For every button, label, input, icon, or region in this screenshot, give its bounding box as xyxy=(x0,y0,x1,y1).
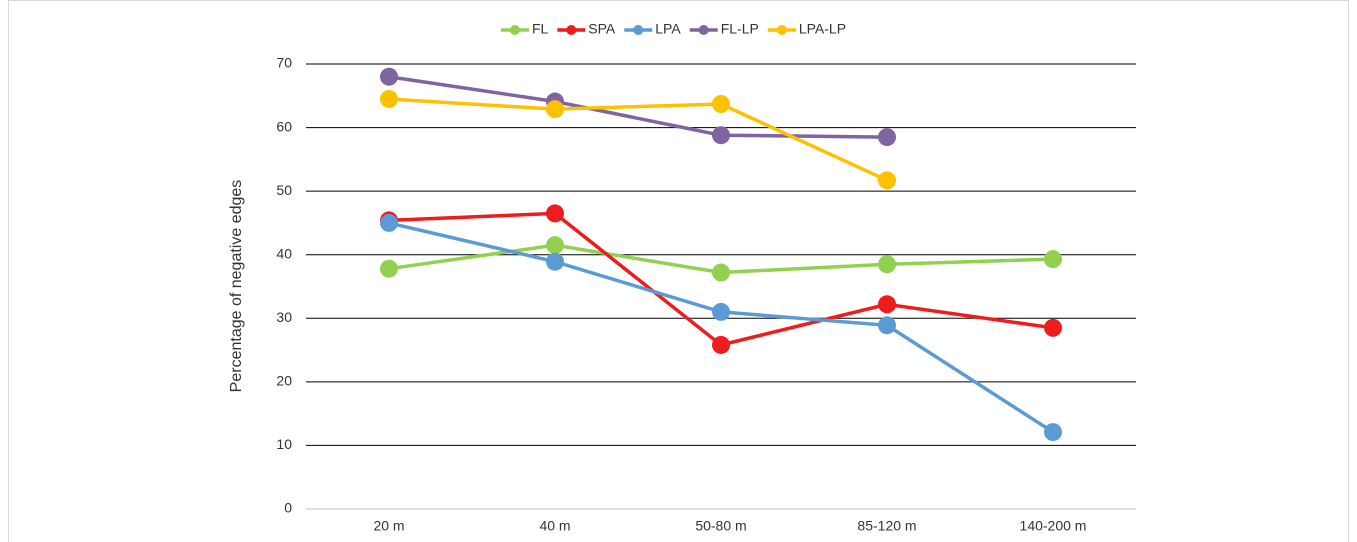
y-tick-label: 10 xyxy=(276,436,292,452)
data-point xyxy=(712,302,730,321)
legend-marker xyxy=(776,25,787,35)
data-point xyxy=(712,95,730,114)
x-tick-label: 40 m xyxy=(539,518,570,534)
y-axis-label: Percentage of negative edges xyxy=(228,180,245,393)
data-point xyxy=(380,213,398,232)
legend-marker xyxy=(566,25,577,35)
legend-item: LPA-LP xyxy=(767,21,846,37)
data-point xyxy=(878,171,896,190)
series-line xyxy=(388,97,888,182)
legend-label: LPA-LP xyxy=(799,21,846,37)
data-point xyxy=(380,67,398,86)
data-point xyxy=(1044,250,1062,269)
data-point xyxy=(546,204,564,223)
series-line xyxy=(388,74,888,139)
legend-item: FL xyxy=(500,21,549,37)
y-tick-label: 70 xyxy=(276,55,292,71)
y-tick-label: 60 xyxy=(276,118,292,134)
data-point xyxy=(712,126,730,145)
legend-label: FL xyxy=(532,21,549,37)
data-point xyxy=(878,316,896,335)
legend-label: LPA xyxy=(655,21,681,37)
legend-label: SPA xyxy=(588,21,616,37)
data-point xyxy=(712,335,730,354)
legend-item: SPA xyxy=(557,21,616,37)
y-tick-label: 0 xyxy=(284,500,292,516)
x-tick-label: 20 m xyxy=(373,518,404,534)
x-tick-label: 50-80 m xyxy=(695,518,746,534)
y-tick-label: 30 xyxy=(276,309,292,325)
y-tick-label: 20 xyxy=(276,373,292,389)
data-point xyxy=(380,89,398,108)
x-tick-label: 85-120 m xyxy=(857,518,916,534)
data-point xyxy=(878,295,896,314)
legend-marker xyxy=(633,25,644,35)
data-point xyxy=(878,128,896,147)
data-point xyxy=(380,259,398,278)
x-tick-label: 140-200 m xyxy=(1020,518,1087,534)
legend-item: FL-LP xyxy=(689,21,759,37)
y-tick-label: 40 xyxy=(276,245,292,261)
legend-marker xyxy=(698,25,709,35)
data-point xyxy=(878,255,896,274)
chart-frame xyxy=(8,0,1349,542)
data-point xyxy=(546,252,564,271)
data-point xyxy=(712,263,730,282)
legend-item: LPA xyxy=(624,21,681,37)
data-point xyxy=(546,100,564,119)
data-point xyxy=(1044,423,1062,442)
legend-marker xyxy=(509,25,520,35)
y-tick-label: 50 xyxy=(276,182,292,198)
data-point xyxy=(546,236,564,255)
legend-label: FL-LP xyxy=(721,21,759,37)
data-point xyxy=(1044,318,1062,337)
